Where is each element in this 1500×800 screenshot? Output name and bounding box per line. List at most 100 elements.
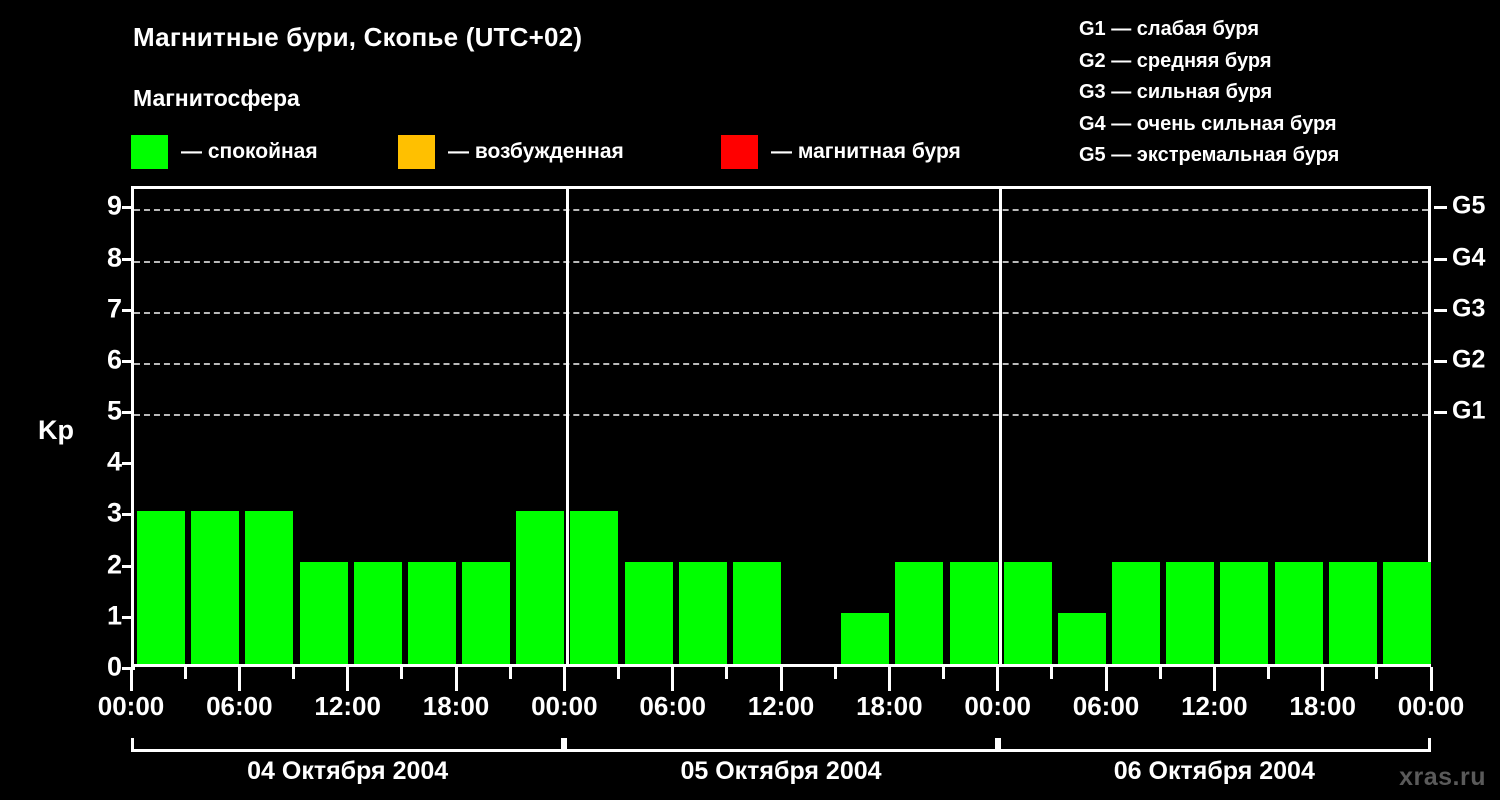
x-tick-label: 12:00 — [747, 691, 815, 721]
legend-label-2: — возбужденная — [448, 140, 624, 163]
legend-swatch-2 — [398, 135, 435, 169]
y-axis-title: Kp — [38, 415, 74, 445]
g-scale-legend: G1 — слабая буря G2 — средняя буря G3 — си… — [1079, 14, 1339, 172]
y-axis: 0 1 2 3 4 5 6 7 8 9 — [60, 186, 135, 682]
page-title: Магнитные бури, Скопье (UTC+02) — [133, 22, 583, 52]
g-tick-G4 — [1434, 257, 1447, 261]
x-tick-major — [129, 667, 133, 691]
bar — [732, 561, 781, 664]
y-tick-label-6: 6 — [106, 344, 122, 375]
y-tick-2 — [122, 564, 135, 568]
x-tick-label: 06:00 — [639, 691, 706, 721]
g-tick-G1 — [1434, 411, 1447, 415]
g-scale-row-3: G3 — сильная буря — [1079, 81, 1273, 103]
gridline-kp-8 — [134, 260, 1428, 263]
x-tick-label: 06:00 — [1072, 691, 1140, 721]
x-tick-label: 06:00 — [206, 691, 273, 721]
x-tick-minor — [183, 667, 187, 679]
y-tick-9 — [122, 206, 135, 210]
x-tick-major — [996, 667, 1000, 691]
y-tick-4 — [122, 462, 135, 466]
bar — [1382, 561, 1431, 664]
bar — [1112, 561, 1161, 664]
legend-item-3: — магнитная буря — [721, 135, 961, 169]
x-tick-major — [1429, 667, 1433, 691]
day-separator-2 — [999, 189, 1003, 664]
y-tick-label-9: 9 — [106, 190, 122, 221]
bar — [1220, 561, 1269, 664]
bar — [353, 561, 402, 664]
day-label: 04 Октября 2004 — [247, 757, 449, 785]
bar — [841, 612, 890, 664]
y-tick-label-3: 3 — [106, 497, 122, 528]
g-tick-label-G2: G2 — [1452, 345, 1486, 374]
x-tick-label: 00:00 — [531, 691, 598, 721]
g-tick-label-G3: G3 — [1452, 294, 1486, 323]
bar — [245, 510, 294, 664]
x-tick-major — [237, 667, 241, 691]
gridline-kp-7 — [134, 311, 1428, 314]
bar — [895, 561, 944, 664]
right-axis-g-scale: G1 G2 G3 G4 G5 — [1434, 186, 1500, 667]
legend-item-1: — спокойная — [131, 135, 318, 169]
x-tick-minor — [1158, 667, 1162, 679]
day-bracket — [131, 738, 565, 752]
y-tick-5 — [122, 411, 135, 415]
y-tick-label-8: 8 — [106, 242, 122, 273]
x-tick-label: 00:00 — [97, 691, 165, 721]
plot-area — [131, 186, 1431, 667]
y-tick-label-2: 2 — [106, 549, 122, 580]
x-tick-label: 12:00 — [1181, 691, 1248, 721]
day-bracket — [997, 738, 1431, 752]
x-tick-label: 00:00 — [1397, 691, 1465, 721]
bar — [1274, 561, 1323, 664]
legend-item-2: — возбужденная — [398, 135, 624, 169]
gridline-kp-9 — [134, 209, 1428, 212]
bar — [1328, 561, 1377, 664]
x-tick-minor — [725, 667, 729, 679]
x-tick-minor — [292, 667, 295, 679]
x-tick-minor — [400, 667, 404, 679]
gridline-kp-5 — [134, 414, 1428, 417]
g-tick-G5 — [1434, 206, 1447, 210]
day-bracket — [564, 738, 998, 752]
x-tick-minor — [1050, 667, 1054, 679]
legend-label-3: — магнитная буря — [771, 140, 961, 163]
x-tick-major — [562, 667, 566, 691]
bar — [1003, 561, 1052, 664]
x-tick-minor — [1267, 667, 1270, 679]
g-tick-G2 — [1434, 359, 1447, 363]
x-tick-major — [671, 667, 675, 691]
y-tick-7 — [122, 308, 135, 312]
day-label: 06 Октября 2004 — [1113, 757, 1315, 785]
bar — [624, 561, 673, 664]
y-tick-3 — [122, 513, 135, 517]
bar — [191, 510, 240, 664]
bar — [949, 561, 998, 664]
day-bracket-row: 04 Октября 2004 05 Октября 2004 06 Октября… — [131, 738, 1431, 796]
bar — [1166, 561, 1215, 664]
legend-swatch-3 — [721, 135, 758, 169]
g-scale-row-4: G4 — очень сильная буря — [1079, 112, 1337, 135]
x-tick-label: 00:00 — [964, 691, 1031, 721]
magnetosphere-heading: Магнитосфера — [133, 85, 300, 111]
bar — [137, 510, 186, 664]
legend-swatch-1 — [131, 135, 168, 169]
y-tick-label-4: 4 — [106, 446, 122, 477]
x-tick-major — [1321, 667, 1325, 691]
x-tick-major — [1104, 667, 1108, 691]
x-tick-label: 12:00 — [314, 691, 381, 721]
gridline-kp-6 — [134, 362, 1428, 365]
y-tick-1 — [122, 615, 135, 619]
x-tick-major — [454, 667, 458, 691]
g-scale-row-2: G2 — средняя буря — [1079, 49, 1272, 72]
y-tick-label-5: 5 — [106, 395, 122, 426]
y-tick-8 — [122, 257, 135, 261]
x-tick-major — [887, 667, 891, 691]
x-tick-label: 18:00 — [1289, 691, 1356, 721]
x-tick-label: 18:00 — [422, 691, 490, 721]
y-tick-0 — [122, 667, 135, 670]
x-tick-minor — [833, 667, 837, 679]
y-tick-label-1: 1 — [106, 600, 122, 631]
y-tick-6 — [122, 359, 135, 363]
